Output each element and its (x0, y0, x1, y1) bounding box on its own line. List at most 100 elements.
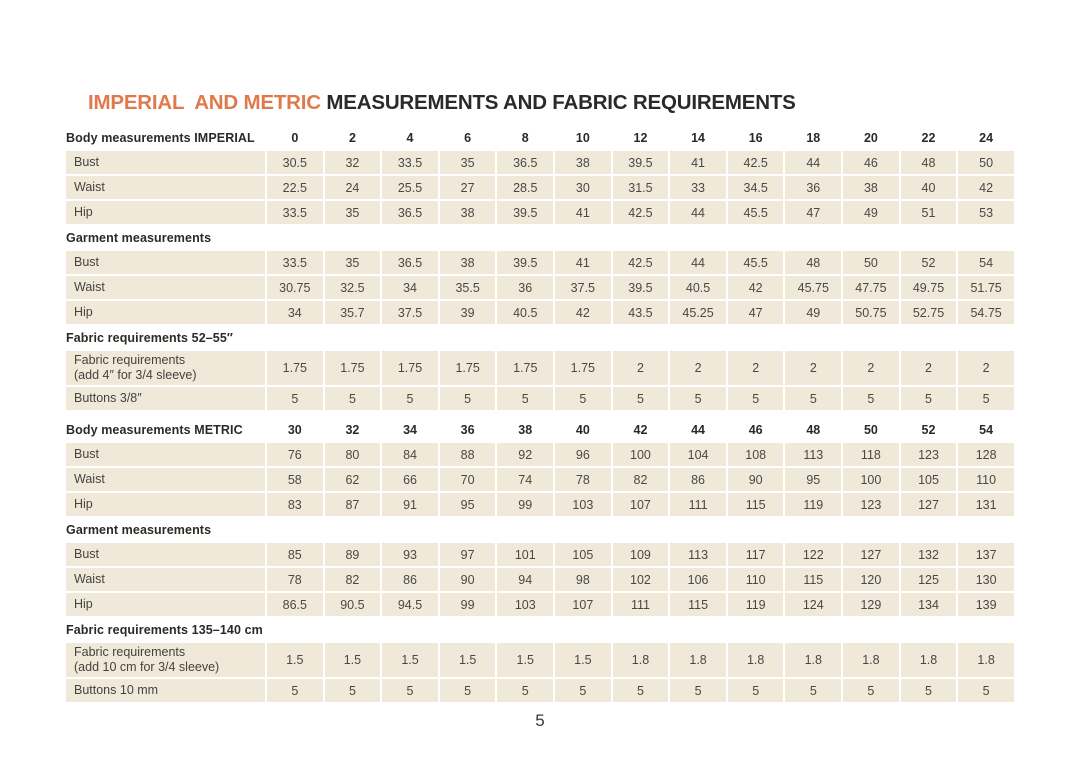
value-cell: 44 (670, 251, 726, 274)
value-cell: 101 (497, 543, 554, 566)
value-cell: 2 (900, 351, 957, 385)
value-cell: 5 (555, 679, 611, 702)
section-header-row: Fabric requirements 135–140 cm (66, 618, 1014, 641)
value-cell: 74 (497, 468, 554, 491)
value-cell: 2 (670, 351, 726, 385)
value-cell: 38 (843, 176, 899, 199)
value-cell: 82 (324, 568, 381, 591)
value-cell: 5 (843, 387, 899, 410)
value-cell: 131 (958, 493, 1014, 516)
value-cell: 124 (785, 593, 842, 616)
value-cell: 83 (267, 493, 323, 516)
value-cell: 123 (900, 443, 957, 466)
size-column-header: 54 (979, 422, 994, 437)
value-cell: 30.75 (267, 276, 323, 299)
value-cell: 34.5 (727, 176, 784, 199)
table-row: Waist 22.5 24 25.5 27 28.5 30 31.5 33 34.5 36 38 40 4… (66, 176, 1014, 199)
value-cell: 1.5 (382, 643, 438, 677)
value-cell: 47 (785, 201, 842, 224)
size-column-header: 6 (464, 130, 472, 145)
value-cell: 119 (785, 493, 842, 516)
value-cell: 36 (785, 176, 842, 199)
table-row: Bust 30.5 32 33.5 35 36.5 38 39.5 41 42.5 44 46 48 50 (66, 151, 1014, 174)
size-column-header: 50 (863, 422, 878, 437)
size-column-header: 48 (806, 422, 821, 437)
value-cell: 33 (670, 176, 726, 199)
value-cell: 5 (267, 679, 323, 702)
value-cell: 113 (670, 543, 726, 566)
section-title: Body measurements METRIC (66, 422, 243, 437)
row-label-text: Buttons 3/8″ (74, 391, 142, 405)
size-column-header: 24 (979, 130, 994, 145)
size-column-header: 14 (691, 130, 706, 145)
value-cell: 5 (670, 679, 726, 702)
value-cell: 2 (612, 351, 669, 385)
table-row: Buttons 10 mm 5 5 5 5 5 5 5 5 5 5 5 5 5 (66, 679, 1014, 702)
row-label: Hip (66, 301, 265, 324)
row-label: Buttons 10 mm (66, 679, 265, 702)
value-cell: 80 (324, 443, 381, 466)
section-header-row: Fabric requirements 52–55″ (66, 326, 1014, 349)
size-column-header: 32 (345, 422, 360, 437)
value-cell: 102 (612, 568, 669, 591)
value-cell: 35.7 (324, 301, 381, 324)
value-cell: 1.75 (555, 351, 611, 385)
value-cell: 118 (843, 443, 899, 466)
value-cell: 31.5 (612, 176, 669, 199)
value-cell: 91 (382, 493, 438, 516)
row-label: Fabric requirements (add 4″ for 3/4 sleev… (66, 351, 265, 385)
value-cell: 32 (324, 151, 381, 174)
value-cell: 52.75 (900, 301, 957, 324)
value-cell: 50.75 (843, 301, 899, 324)
value-cell: 89 (324, 543, 381, 566)
size-column-header: 12 (633, 130, 648, 145)
value-cell: 5 (382, 679, 438, 702)
table-row: Hip 83 87 91 95 99 103 107 111 115 119 123 127 131 (66, 493, 1014, 516)
value-cell: 139 (958, 593, 1014, 616)
value-cell: 5 (670, 387, 726, 410)
value-cell: 5 (612, 387, 669, 410)
value-cell: 107 (555, 593, 611, 616)
page-number: 5 (535, 711, 545, 730)
value-cell: 5 (843, 679, 899, 702)
value-cell: 38 (555, 151, 611, 174)
value-cell: 1.75 (267, 351, 323, 385)
value-cell: 90 (727, 468, 784, 491)
value-cell: 58 (267, 468, 323, 491)
row-label: Waist (66, 176, 265, 199)
value-cell: 90.5 (324, 593, 381, 616)
value-cell: 38 (439, 251, 496, 274)
value-cell: 5 (900, 679, 957, 702)
value-cell: 134 (900, 593, 957, 616)
value-cell: 2 (785, 351, 842, 385)
value-cell: 1.75 (324, 351, 381, 385)
size-column-header: 46 (748, 422, 763, 437)
value-cell: 115 (670, 593, 726, 616)
value-cell: 120 (843, 568, 899, 591)
row-label-text: Waist (74, 180, 105, 194)
value-cell: 48 (900, 151, 957, 174)
row-label-text: Bust (74, 447, 100, 461)
value-cell: 50 (958, 151, 1014, 174)
value-cell: 33.5 (382, 151, 438, 174)
table-row: Fabric requirements (add 10 cm for 3/4 sl… (66, 643, 1014, 677)
size-column-header: 44 (691, 422, 706, 437)
value-cell: 47.75 (843, 276, 899, 299)
value-cell: 5 (439, 679, 496, 702)
section-title: Body measurements IMPERIAL (66, 130, 255, 145)
value-cell: 95 (785, 468, 842, 491)
value-cell: 1.8 (843, 643, 899, 677)
value-cell: 88 (439, 443, 496, 466)
measurement-table: Body measurements IMPERIAL 0 2 4 6 8 10 12 14 16 1… (66, 126, 1014, 704)
value-cell: 2 (958, 351, 1014, 385)
table-row: Bust 76 80 84 88 92 96 100 104 108 113 118 123 128 (66, 443, 1014, 466)
size-column-header: 22 (921, 130, 936, 145)
section-header-row: Body measurements METRIC 30 32 34 36 38 40 42 44… (66, 418, 1014, 441)
value-cell: 47 (727, 301, 784, 324)
value-cell: 45.25 (670, 301, 726, 324)
value-cell: 82 (612, 468, 669, 491)
value-cell: 39.5 (612, 151, 669, 174)
value-cell: 1.8 (612, 643, 669, 677)
value-cell: 109 (612, 543, 669, 566)
value-cell: 37.5 (382, 301, 438, 324)
